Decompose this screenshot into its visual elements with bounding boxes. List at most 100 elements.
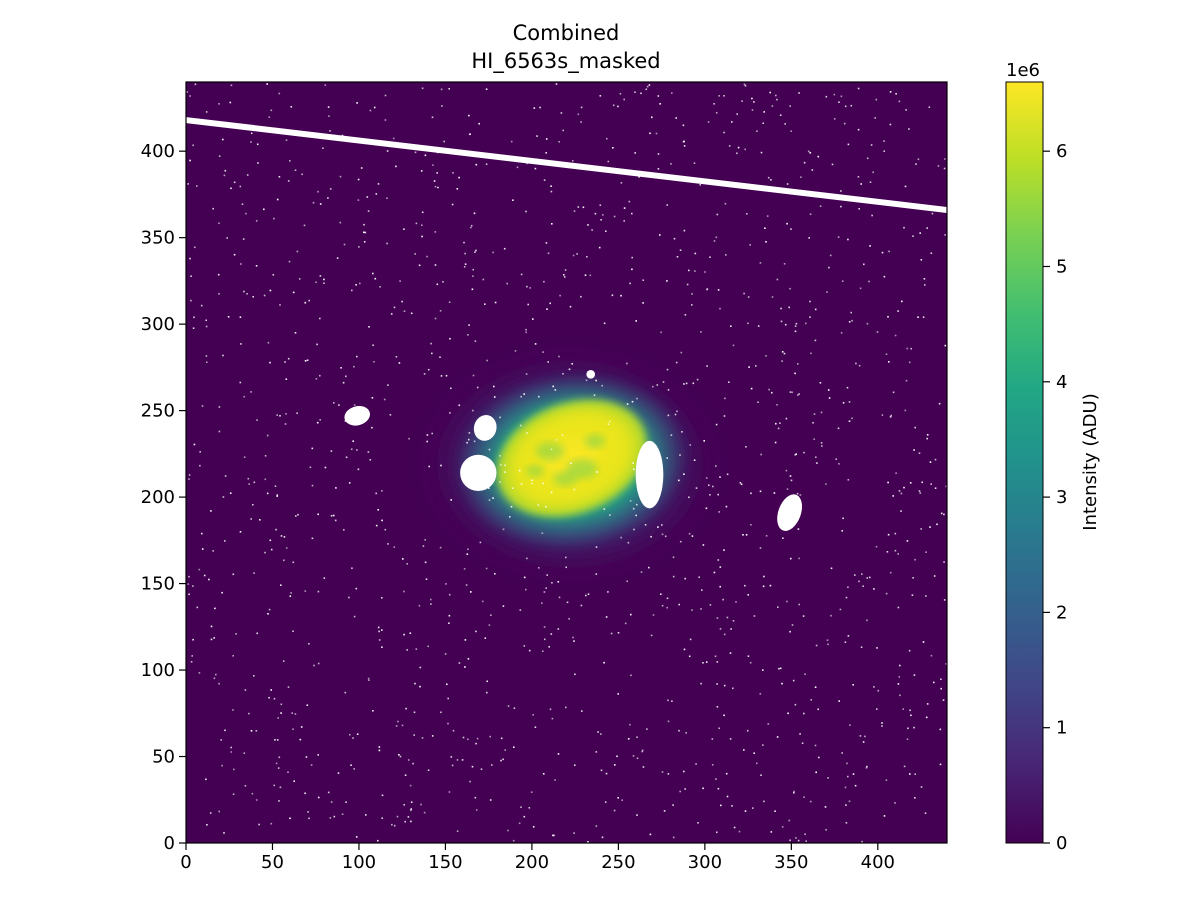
masked-pixel — [862, 585, 864, 587]
masked-pixel — [933, 681, 935, 684]
masked-pixel — [244, 689, 247, 691]
masked-pixel — [841, 752, 843, 754]
masked-pixel — [278, 176, 281, 178]
masked-pixel — [915, 163, 917, 165]
masked-pixel — [513, 746, 515, 748]
masked-pixel — [587, 593, 590, 595]
masked-pixel — [697, 822, 699, 824]
masked-pixel — [344, 420, 347, 422]
masked-pixel — [771, 105, 774, 107]
masked-pixel — [463, 568, 466, 570]
masked-pixel — [866, 577, 868, 579]
masked-pixel — [327, 791, 330, 794]
masked-pixel — [926, 227, 928, 229]
masked-pixel — [529, 287, 531, 289]
x-tick-label: 400 — [861, 852, 895, 873]
masked-pixel — [610, 632, 613, 635]
masked-pixel — [805, 840, 807, 842]
masked-pixel — [279, 415, 281, 417]
masked-pixel — [514, 350, 517, 352]
masked-pixel — [744, 810, 747, 812]
masked-pixel — [828, 266, 830, 269]
masked-pixel — [636, 503, 638, 506]
masked-pixel — [789, 839, 791, 842]
masked-pixel — [464, 263, 467, 265]
masked-pixel — [573, 832, 575, 834]
masked-pixel — [287, 357, 290, 360]
masked-pixel — [532, 826, 535, 828]
masked-pixel — [504, 471, 506, 473]
masked-pixel — [627, 541, 630, 544]
masked-pixel — [847, 143, 850, 146]
masked-pixel — [789, 391, 792, 393]
masked-pixel — [270, 689, 272, 691]
masked-pixel — [838, 463, 840, 465]
masked-pixel — [732, 620, 735, 622]
masked-pixel — [815, 644, 818, 647]
masked-pixel — [447, 697, 449, 700]
masked-pixel — [412, 762, 414, 765]
masked-pixel — [798, 92, 800, 94]
masked-pixel — [845, 804, 847, 806]
masked-pixel — [415, 222, 418, 225]
masked-pixel — [580, 295, 582, 298]
masked-pixel — [348, 596, 350, 599]
masked-pixel — [869, 181, 872, 183]
masked-pixel — [356, 355, 358, 358]
masked-pixel — [360, 167, 363, 169]
y-tick-label: 400 — [141, 141, 175, 162]
masked-pixel — [545, 152, 547, 154]
masked-pixel — [897, 553, 899, 555]
masked-pixel — [224, 540, 226, 542]
masked-pixel — [678, 479, 680, 482]
masked-pixel — [700, 331, 702, 333]
masked-pixel — [894, 802, 896, 804]
masked-pixel — [593, 394, 596, 396]
masked-pixel — [600, 733, 602, 735]
masked-pixel — [480, 768, 483, 770]
masked-pixel — [881, 414, 884, 416]
masked-pixel — [711, 738, 714, 740]
masked-pixel — [866, 322, 869, 325]
masked-pixel — [736, 113, 738, 115]
masked-pixel — [924, 284, 926, 286]
masked-pixel — [414, 253, 416, 255]
masked-pixel — [724, 202, 727, 205]
masked-pixel — [369, 109, 372, 112]
masked-pixel — [939, 728, 942, 731]
masked-pixel — [297, 513, 299, 516]
masked-pixel — [565, 566, 567, 569]
masked-pixel — [944, 234, 946, 236]
masked-pixel — [542, 482, 544, 485]
masked-pixel — [638, 176, 640, 178]
masked-pixel — [187, 583, 190, 585]
masked-pixel — [640, 571, 643, 573]
masked-pixel — [283, 559, 285, 562]
masked-pixel — [683, 383, 685, 385]
masked-pixel — [552, 834, 554, 837]
masked-pixel — [789, 287, 791, 290]
masked-pixel — [632, 507, 635, 510]
masked-pixel — [749, 244, 751, 246]
masked-pixel — [466, 441, 468, 444]
masked-pixel — [549, 708, 552, 711]
masked-pixel — [854, 574, 856, 576]
masked-pixel — [296, 412, 298, 414]
masked-pixel — [920, 786, 923, 788]
masked-pixel — [791, 391, 793, 394]
masked-pixel — [928, 106, 931, 108]
masked-pixel — [912, 577, 914, 579]
masked-pixel — [270, 109, 273, 112]
masked-pixel — [285, 378, 288, 380]
masked-pixel — [910, 714, 912, 717]
masked-pixel — [269, 289, 272, 292]
masked-pixel — [933, 575, 936, 577]
masked-pixel — [430, 603, 432, 605]
colorbar-tick-label: 4 — [1056, 372, 1067, 393]
masked-pixel — [543, 280, 545, 283]
masked-pixel — [486, 691, 488, 694]
masked-pixel — [837, 427, 840, 430]
masked-pixel — [926, 434, 929, 436]
masked-pixel — [469, 780, 471, 783]
masked-pixel — [248, 712, 250, 715]
